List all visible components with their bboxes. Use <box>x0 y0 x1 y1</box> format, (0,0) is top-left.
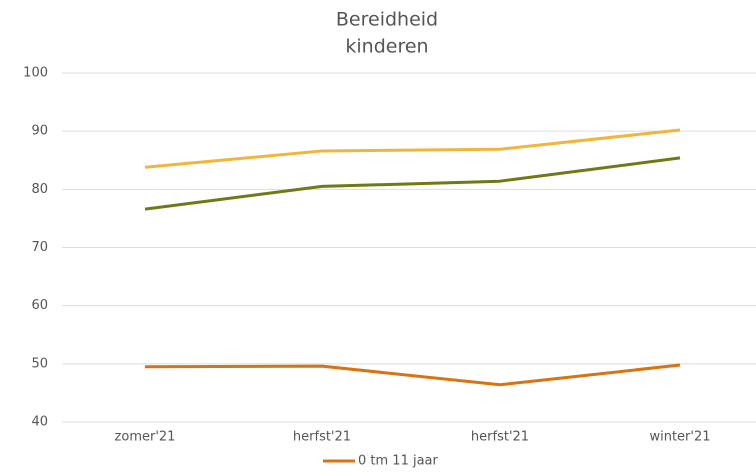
y-tick-label: 90 <box>31 124 48 139</box>
y-tick-label: 100 <box>23 66 48 81</box>
x-tick-label: herfst'21 <box>471 430 529 445</box>
y-tick-label: 50 <box>31 356 48 371</box>
x-tick-label: herfst'21 <box>293 430 351 445</box>
x-tick-label: winter'21 <box>649 430 710 445</box>
series-line <box>144 156 681 211</box>
y-tick-label: 80 <box>31 182 48 197</box>
x-tick-label: zomer'21 <box>115 430 176 445</box>
series-line <box>144 363 681 387</box>
y-tick-label: 70 <box>31 240 48 255</box>
y-tick-label: 60 <box>31 298 48 313</box>
legend-label: 0 tm 11 jaar <box>358 454 439 469</box>
chart-title: Bereidheid <box>336 9 438 31</box>
series-line <box>144 128 681 169</box>
y-tick-label: 40 <box>31 415 48 430</box>
chart-title: kinderen <box>345 36 428 58</box>
